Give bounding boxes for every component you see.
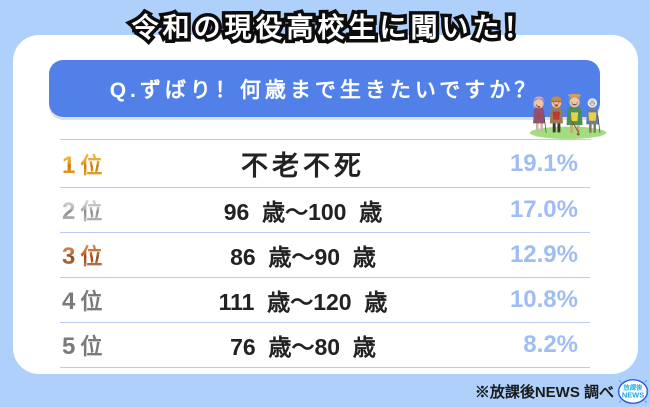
svg-text:NEWS: NEWS	[622, 390, 644, 399]
